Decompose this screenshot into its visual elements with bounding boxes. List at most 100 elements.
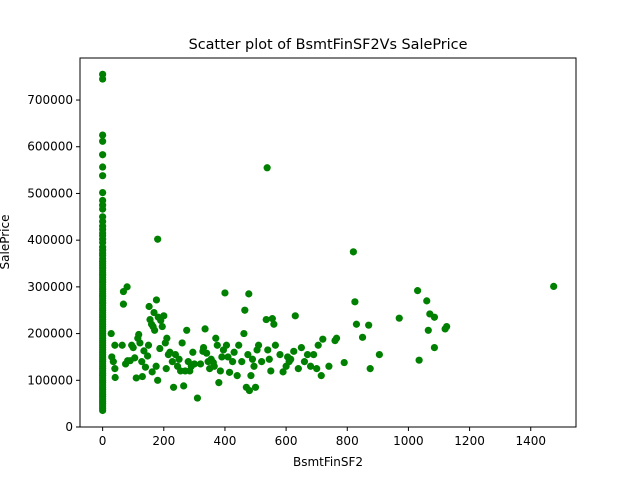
data-point [263,164,271,172]
data-point [264,346,272,354]
data-point [224,353,232,361]
data-point [168,358,176,366]
data-point [160,312,168,320]
y-axis-title: SalePrice [0,215,12,270]
data-point [189,348,197,356]
data-point [248,355,257,363]
y-tick-label: 300000 [27,280,73,294]
data-point [99,172,107,180]
data-point [351,298,359,306]
data-point [212,334,220,342]
data-point [319,335,327,343]
data-point [199,343,208,352]
data-point [99,406,107,415]
data-point [262,315,270,324]
data-point [143,352,152,360]
data-point [233,372,241,380]
data-point [99,151,107,159]
y-tick-label: 100000 [27,373,73,387]
data-point [241,306,249,314]
data-point [250,362,258,370]
data-point [276,351,284,359]
x-tick-label: 0 [99,434,107,448]
data-point [138,358,146,366]
data-point [203,349,211,357]
data-point [148,368,156,376]
data-point [132,374,140,382]
data-point [550,282,558,291]
data-point [210,362,218,370]
data-point [240,329,248,338]
data-point [325,362,333,370]
data-point [332,334,341,342]
data-point [131,354,139,362]
data-point [135,330,143,339]
plot-frame [79,57,577,428]
data-point [349,248,357,256]
data-point [111,341,119,349]
data-point [358,333,367,341]
data-point [291,312,299,320]
data-point [138,372,146,381]
data-point [340,358,348,367]
data-point [180,382,188,390]
data-point [154,235,162,243]
x-axis-title: BsmtFinSF2 [293,455,363,469]
x-tick-label: 200 [152,434,175,448]
data-point [166,348,174,356]
data-point [244,351,252,359]
data-point [222,341,231,349]
data-point [107,329,115,338]
data-point [196,360,205,368]
data-point [313,365,321,373]
data-point [235,341,243,349]
data-point [297,343,305,352]
data-point [152,362,160,370]
data-point [245,386,254,395]
data-point [225,368,234,376]
x-tick-label: 1200 [454,434,485,448]
data-point [271,341,279,349]
data-point [424,326,432,334]
data-point [254,341,263,349]
data-point [99,189,107,197]
data-point [163,334,171,342]
data-point [162,365,170,373]
data-point [111,373,119,382]
y-tick-label: 0 [65,420,73,434]
x-tick-label: 400 [213,434,236,448]
data-point [415,356,423,364]
x-tick-label: 600 [275,434,298,448]
data-point [119,300,128,308]
data-point [144,341,153,349]
data-points [99,70,558,415]
data-point [111,365,119,373]
data-point [221,289,229,297]
data-point [265,355,273,363]
x-tick-label: 1000 [393,434,424,448]
data-point [169,383,178,391]
data-point [303,351,312,359]
data-point [306,362,315,370]
data-point [287,355,295,363]
data-point [140,347,148,355]
data-point [247,372,255,380]
data-point [201,325,209,333]
data-point [158,322,166,331]
data-point [152,296,161,304]
x-axis: 0 200 400 600 800 1000 1200 1400 [99,427,546,448]
data-point [99,131,107,139]
data-point [443,322,451,331]
data-point [314,341,322,349]
data-point [414,287,422,295]
data-point [123,283,131,291]
chart-title: Scatter plot of BsmtFinSF2Vs SalePrice [189,37,468,53]
data-point [290,347,298,355]
data-point [258,358,266,366]
data-point [136,339,144,347]
y-tick-label: 700000 [27,93,73,107]
data-point [430,313,439,321]
data-point [216,367,224,375]
